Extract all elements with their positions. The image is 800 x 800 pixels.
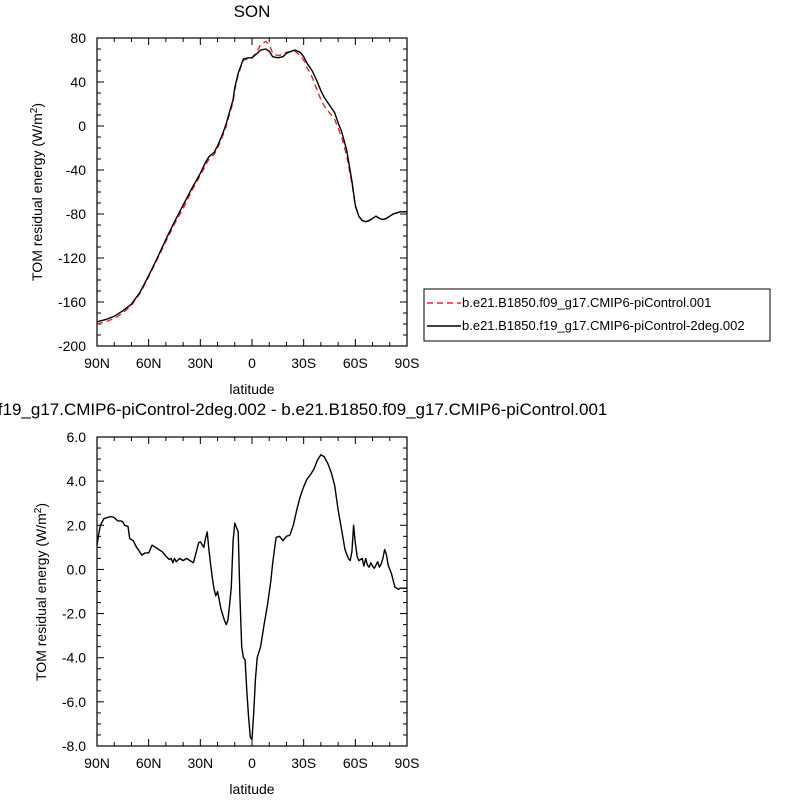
legend: b.e21.B1850.f09_g17.CMIP6-piControl.001 …	[423, 288, 771, 342]
top-y-tick-label: -120	[58, 250, 86, 266]
top-chart-title: SON	[234, 2, 271, 21]
top-plot-area: 90N 60N 30N 0 30S 60S 90S 80 40 0 -40 -80 -120 -160 -2…	[58, 30, 419, 371]
bottom-x-tick-label: 30S	[291, 755, 316, 771]
bottom-y-axis-label-sup: 2	[33, 507, 44, 513]
top-series-line-0	[96, 40, 407, 325]
top-y-tick-label: 40	[70, 74, 86, 90]
top-x-tick-label: 30N	[187, 355, 213, 371]
top-x-tick-label: 60S	[343, 355, 368, 371]
top-x-tick-label: 60N	[136, 355, 162, 371]
bottom-y-tick-label: -8.0	[62, 738, 86, 754]
bottom-series-group	[96, 454, 407, 741]
top-y-tick-label: 0	[78, 118, 86, 134]
bottom-y-tick-label: -4.0	[62, 650, 86, 666]
bottom-y-tick-label: -6.0	[62, 694, 86, 710]
top-y-tick-label: -160	[58, 294, 86, 310]
bottom-plot-area: 90N 60N 30N 0 30S 60S 90S 6.0 4.0 2.0 0.0 -2.0 -4.0 -…	[62, 429, 420, 771]
top-y-tick-label: -200	[58, 338, 86, 354]
bottom-y-tick-label: 0.0	[67, 561, 87, 577]
top-y-tick-label: -80	[66, 206, 86, 222]
top-x-tick-label: 90N	[84, 355, 110, 371]
top-series-line-1	[96, 48, 407, 323]
top-plot-frame	[96, 37, 408, 347]
bottom-x-tick-label: 60N	[136, 755, 162, 771]
legend-label-f19: b.e21.B1850.f19_g17.CMIP6-piControl-2deg…	[462, 318, 745, 333]
bottom-y-tick-label: 4.0	[67, 473, 87, 489]
top-x-tick-label: 0	[248, 355, 256, 371]
top-y-axis-label-sup: 2	[29, 107, 40, 113]
bottom-y-tick-label: 6.0	[67, 429, 87, 445]
bottom-x-axis-label: latitude	[229, 781, 274, 797]
bottom-plot-frame	[96, 436, 408, 747]
top-x-tick-label: 30S	[291, 355, 316, 371]
legend-label-f09: b.e21.B1850.f09_g17.CMIP6-piControl.001	[462, 295, 711, 310]
top-series-group	[96, 40, 407, 325]
top-axis-ticks: 90N 60N 30N 0 30S 60S 90S 80 40 0 -40 -80 -120 -160 -2…	[58, 30, 419, 371]
legend-box	[423, 288, 771, 342]
bottom-x-tick-label: 90N	[84, 755, 110, 771]
top-x-axis-label: latitude	[229, 381, 274, 397]
bottom-x-tick-label: 60S	[343, 755, 368, 771]
bottom-y-tick-label: -2.0	[62, 606, 86, 622]
bottom-y-tick-label: 2.0	[67, 517, 87, 533]
bottom-series-line-0	[96, 454, 407, 741]
top-y-tick-label: -40	[66, 162, 86, 178]
top-y-axis-label: TOM residual energy (W/m2)	[29, 103, 45, 281]
bottom-chart-title: b.e21.B1850.f19_g17.CMIP6-piControl-2deg…	[0, 400, 607, 419]
bottom-y-axis-label: TOM residual energy (W/m2)	[33, 503, 49, 681]
bottom-x-tick-label: 30N	[187, 755, 213, 771]
top-y-tick-label: 80	[70, 30, 86, 46]
bottom-axis-ticks: 90N 60N 30N 0 30S 60S 90S 6.0 4.0 2.0 0.0 -2.0 -4.0 -…	[62, 429, 420, 771]
top-x-tick-label: 90S	[395, 355, 420, 371]
bottom-x-tick-label: 0	[248, 755, 256, 771]
bottom-x-tick-label: 90S	[395, 755, 420, 771]
